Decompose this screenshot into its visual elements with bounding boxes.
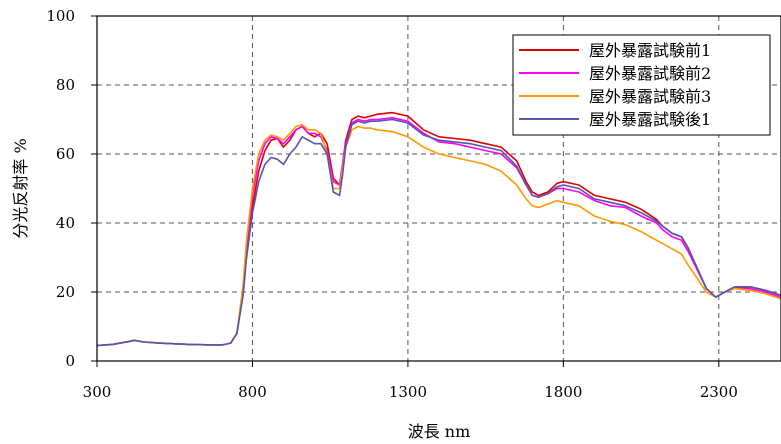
x-tick-label: 300 [83,383,112,401]
series-line-2 [96,117,781,347]
x-axis-title: 波長 nm [408,422,471,441]
x-tick-label: 2300 [700,383,738,401]
plot-frame [96,15,781,362]
y-tick-label: 60 [56,145,75,163]
legend-label: 屋外暴露試験前2 [589,64,711,83]
series-line-1 [96,111,781,347]
x-tick-label: 800 [238,383,267,401]
series-lines [96,111,781,347]
series-line-3 [96,123,781,347]
y-tick-label: 100 [46,7,75,25]
y-tick-label: 80 [56,76,75,94]
legend-label: 屋外暴露試験前1 [589,41,711,60]
x-tick-labels: 300 800 1300 1800 2300 [83,361,738,401]
x-tick-label: 1800 [544,383,582,401]
x-tick-label: 1300 [389,383,427,401]
y-tick-label: 40 [56,214,75,232]
legend: 屋外暴露試験前1 屋外暴露試験前2 屋外暴露試験前3 屋外暴露試験後1 [512,34,771,136]
y-axis-title: 分光反射率 % [11,138,30,238]
legend-label: 屋外暴露試験前3 [589,87,711,106]
series-line-4 [96,118,781,347]
legend-label: 屋外暴露試験後1 [589,110,711,129]
y-tick-labels: 0 20 40 60 80 100 [46,7,97,370]
y-tick-label: 0 [65,352,75,370]
y-tick-label: 20 [56,283,75,301]
